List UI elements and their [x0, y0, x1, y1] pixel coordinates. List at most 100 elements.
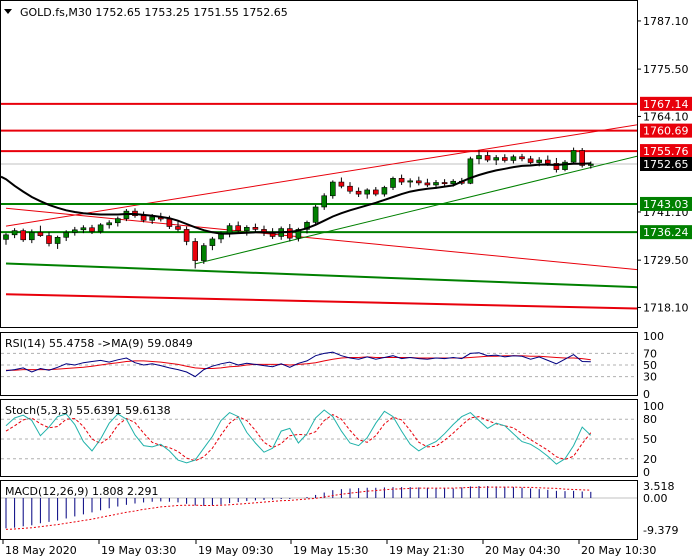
price-tick-label: 1764.10 [643, 110, 689, 123]
candle-body [54, 236, 61, 244]
time-tick-label: 20 May 10:30 [581, 544, 656, 557]
time-tick-label: 20 May 04:30 [485, 544, 560, 557]
candle-body [209, 238, 216, 246]
time-tick-label: 19 May 03:30 [101, 544, 176, 557]
macd-tick-label: 0.00 [643, 492, 668, 505]
macd-title: MACD(12,26,9) 1.808 2.291 [5, 485, 159, 498]
red-channel-lower-line [5, 207, 638, 271]
stoch-tick-label: 20 [643, 453, 657, 466]
symbol-info: GOLD.fs,M30 1752.65 1753.25 1751.55 1752… [4, 6, 288, 19]
macd-tick-label: 3.518 [643, 480, 675, 493]
candle-body [329, 181, 336, 197]
candle-body [252, 227, 259, 230]
stoch-tick-label: 100 [643, 400, 664, 413]
candle-body [527, 158, 534, 163]
candle-body [140, 215, 147, 221]
candle-body [28, 232, 35, 241]
candle-body [97, 224, 104, 232]
price-tick-label: 1775.50 [643, 63, 689, 76]
candle-body [570, 150, 577, 163]
time-tick-label: 18 May 2020 [5, 544, 77, 557]
candle-body [398, 178, 405, 183]
price-level-tag [640, 157, 692, 171]
candle-body [493, 157, 500, 161]
red-bottom-line [5, 293, 638, 310]
candle-body [381, 187, 388, 195]
candle-body [192, 241, 198, 261]
candle-body [3, 234, 9, 240]
stoch-tick-label: 50 [643, 433, 657, 446]
candle-body [484, 155, 491, 161]
candle-body [415, 180, 422, 184]
rsi-tick-label: 0 [643, 388, 650, 401]
candle-body [553, 163, 560, 170]
candle-body [72, 229, 78, 233]
candle-body [63, 232, 70, 238]
candle-body [235, 225, 241, 231]
price-level-tag-label: 1755.76 [643, 145, 689, 158]
candle-body [175, 226, 181, 230]
candle-body [46, 235, 52, 244]
candle-body [338, 181, 345, 187]
candle-body [536, 159, 543, 163]
price-level-tag-label: 1752.65 [643, 158, 689, 171]
candle-body [467, 158, 474, 184]
candle-body [562, 161, 568, 170]
price-level-tag [640, 225, 692, 240]
green-bottom-line [5, 262, 638, 289]
candle-body [20, 230, 27, 241]
moving-average-line [0, 162, 591, 235]
candle-body [364, 189, 371, 195]
price-level-tag [640, 123, 692, 138]
rsi-tick-label: 50 [643, 359, 657, 372]
candle-body [407, 180, 414, 183]
stoch-panel-frame [0, 399, 638, 477]
price-tick-label: 1787.10 [643, 15, 689, 28]
candle-body [544, 159, 551, 164]
candle-body [312, 206, 319, 223]
candle-body [355, 190, 362, 195]
stoch-title: Stoch(5,3,3) 55.6391 59.6138 [5, 404, 171, 417]
candle-body [441, 182, 448, 185]
candle-body [37, 232, 44, 236]
candle-body [11, 230, 18, 236]
candle-body [115, 218, 121, 224]
red-channel-upper-line [5, 124, 638, 227]
candle-body [476, 155, 482, 160]
rsi-tick-label: 70 [643, 347, 657, 360]
price-tick-label: 1729.50 [643, 254, 689, 267]
price-level-tag-label: 1767.14 [643, 98, 689, 111]
rsi-line [5, 351, 591, 378]
candle-body [295, 229, 302, 239]
price-level-tag [640, 196, 692, 211]
rsi-title: RSI(14) 55.4758 ->MA(9) 59.0849 [5, 337, 193, 350]
candle-body [106, 222, 112, 226]
time-tick-label: 19 May 15:30 [293, 544, 368, 557]
stoch-plot-area [1, 409, 637, 465]
rsi-tick-label: 30 [643, 371, 657, 384]
symbol-ohlc-label: GOLD.fs,M30 1752.65 1753.25 1751.55 1752… [20, 6, 288, 19]
time-tick-label: 19 May 09:30 [198, 544, 273, 557]
candle-body [501, 157, 508, 161]
macd-plot-area [1, 486, 637, 530]
candle-body [183, 229, 190, 242]
candle-body [166, 218, 173, 227]
candle-body [149, 216, 155, 221]
candle-body [390, 178, 396, 188]
rsi-tick-label: 100 [643, 330, 664, 343]
price-level-tag-label: 1743.03 [643, 198, 689, 211]
stoch-tick-label: 80 [643, 413, 657, 426]
dropdown-triangle-icon[interactable] [4, 9, 12, 14]
candle-body [304, 222, 310, 230]
green-trend-line [195, 155, 638, 265]
price-plot-area [0, 102, 638, 310]
axes: 1787.101775.501764.101741.101729.501718.… [2, 15, 692, 557]
candle-body [579, 150, 586, 166]
price-level-tag-label: 1760.69 [643, 125, 689, 138]
candle-body [519, 156, 525, 160]
candle-body [424, 182, 431, 186]
candle-body [347, 185, 353, 192]
candle-body [372, 189, 379, 195]
price-level-tag-label: 1736.24 [643, 226, 689, 239]
